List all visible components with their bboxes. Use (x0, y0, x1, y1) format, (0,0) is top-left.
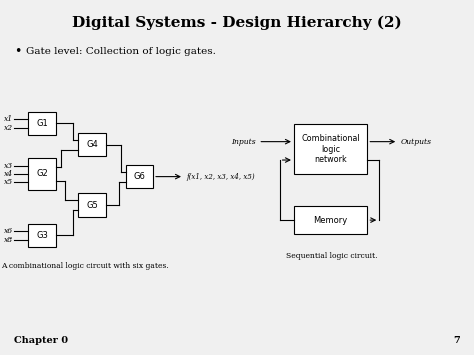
Text: Outputs: Outputs (401, 138, 431, 146)
Text: Gate level: Collection of logic gates.: Gate level: Collection of logic gates. (26, 47, 216, 56)
Bar (126, 165, 153, 188)
Text: G6: G6 (133, 172, 146, 181)
Text: Inputs: Inputs (231, 138, 256, 146)
Text: x3: x3 (4, 162, 13, 170)
Text: G3: G3 (36, 231, 48, 240)
Bar (294, 124, 367, 174)
Bar (78, 193, 106, 217)
Text: x1: x1 (4, 115, 13, 123)
Bar (28, 158, 56, 190)
Bar (78, 133, 106, 156)
Bar (28, 112, 56, 135)
Text: A combinational logic circuit with six gates.: A combinational logic circuit with six g… (1, 262, 169, 269)
Text: x4: x4 (4, 170, 13, 178)
Bar (28, 224, 56, 247)
Text: •: • (14, 45, 22, 58)
Text: Digital Systems - Design Hierarchy (2): Digital Systems - Design Hierarchy (2) (72, 16, 402, 30)
Text: Combinational
logic
network: Combinational logic network (301, 134, 360, 164)
Text: Sequential logic circuit.: Sequential logic circuit. (286, 252, 378, 260)
Text: G2: G2 (36, 169, 48, 179)
Text: Chapter 0: Chapter 0 (14, 336, 68, 345)
Text: x5: x5 (4, 178, 13, 186)
Text: x2: x2 (4, 124, 13, 132)
Text: G4: G4 (86, 140, 98, 149)
Bar (294, 206, 367, 234)
Text: G1: G1 (36, 119, 48, 128)
Text: x6: x6 (4, 226, 13, 235)
Text: 7: 7 (453, 336, 460, 345)
Text: Memory: Memory (313, 215, 348, 225)
Text: x8: x8 (4, 236, 13, 244)
Text: G5: G5 (86, 201, 98, 209)
Text: f(x1, x2, x3, x4, x5): f(x1, x2, x3, x4, x5) (186, 173, 255, 181)
